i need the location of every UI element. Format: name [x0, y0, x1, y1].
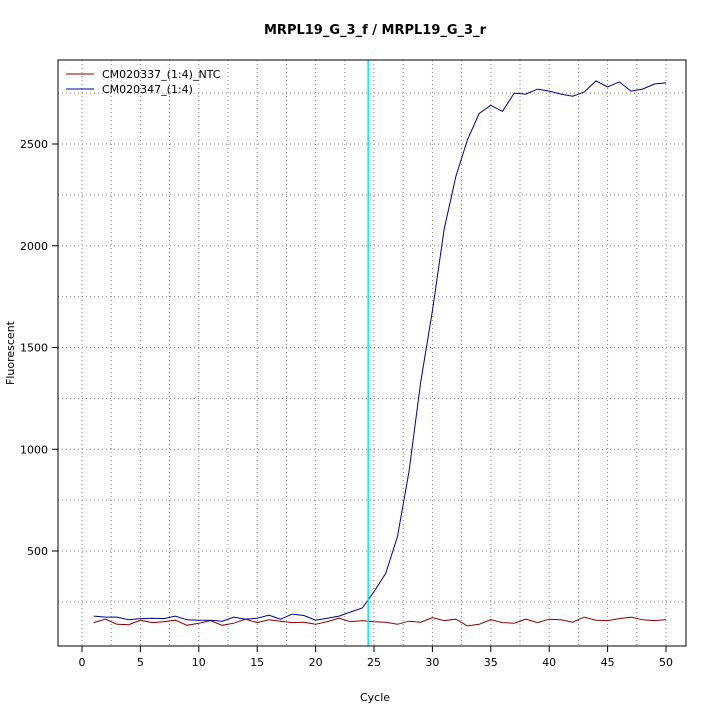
chart-title: MRPL19_G_3_f / MRPL19_G_3_r: [264, 23, 487, 38]
x-tick-label: 50: [659, 656, 673, 669]
axes: 0 5 10 15 20 25 30 35 40 45 50 500 1000 1500 2000 2500: [20, 138, 673, 669]
series-layer: [93, 80, 667, 627]
y-tick-label: 1500: [20, 342, 48, 355]
y-tick-label: 2000: [20, 240, 48, 253]
y-tick-label: 2500: [20, 138, 48, 151]
gridlines: [58, 60, 686, 646]
y-tick-label: 1000: [20, 443, 48, 456]
plot-frame: [57, 59, 687, 647]
x-tick-label: 30: [425, 656, 439, 669]
x-tick-label: 10: [192, 656, 206, 669]
x-axis-label: Cycle: [360, 691, 390, 704]
x-tick-label: 5: [137, 656, 144, 669]
x-tick-label: 0: [79, 656, 86, 669]
y-axis-label: Fluorescent: [4, 320, 17, 385]
legend: CM020337_(1:4)_NTC CM020347_(1:4): [66, 68, 221, 96]
x-tick-label: 45: [601, 656, 615, 669]
legend-label-sample: CM020347_(1:4): [102, 83, 193, 96]
x-tick-label: 25: [367, 656, 381, 669]
legend-label-ntc: CM020337_(1:4)_NTC: [102, 68, 221, 81]
y-tick-label: 500: [27, 545, 48, 558]
series-line-sample: [93, 80, 667, 622]
x-tick-label: 20: [309, 656, 323, 669]
x-tick-label: 40: [542, 656, 556, 669]
x-tick-label: 35: [484, 656, 498, 669]
x-tick-label: 15: [250, 656, 264, 669]
series-line-ntc: [93, 616, 667, 627]
